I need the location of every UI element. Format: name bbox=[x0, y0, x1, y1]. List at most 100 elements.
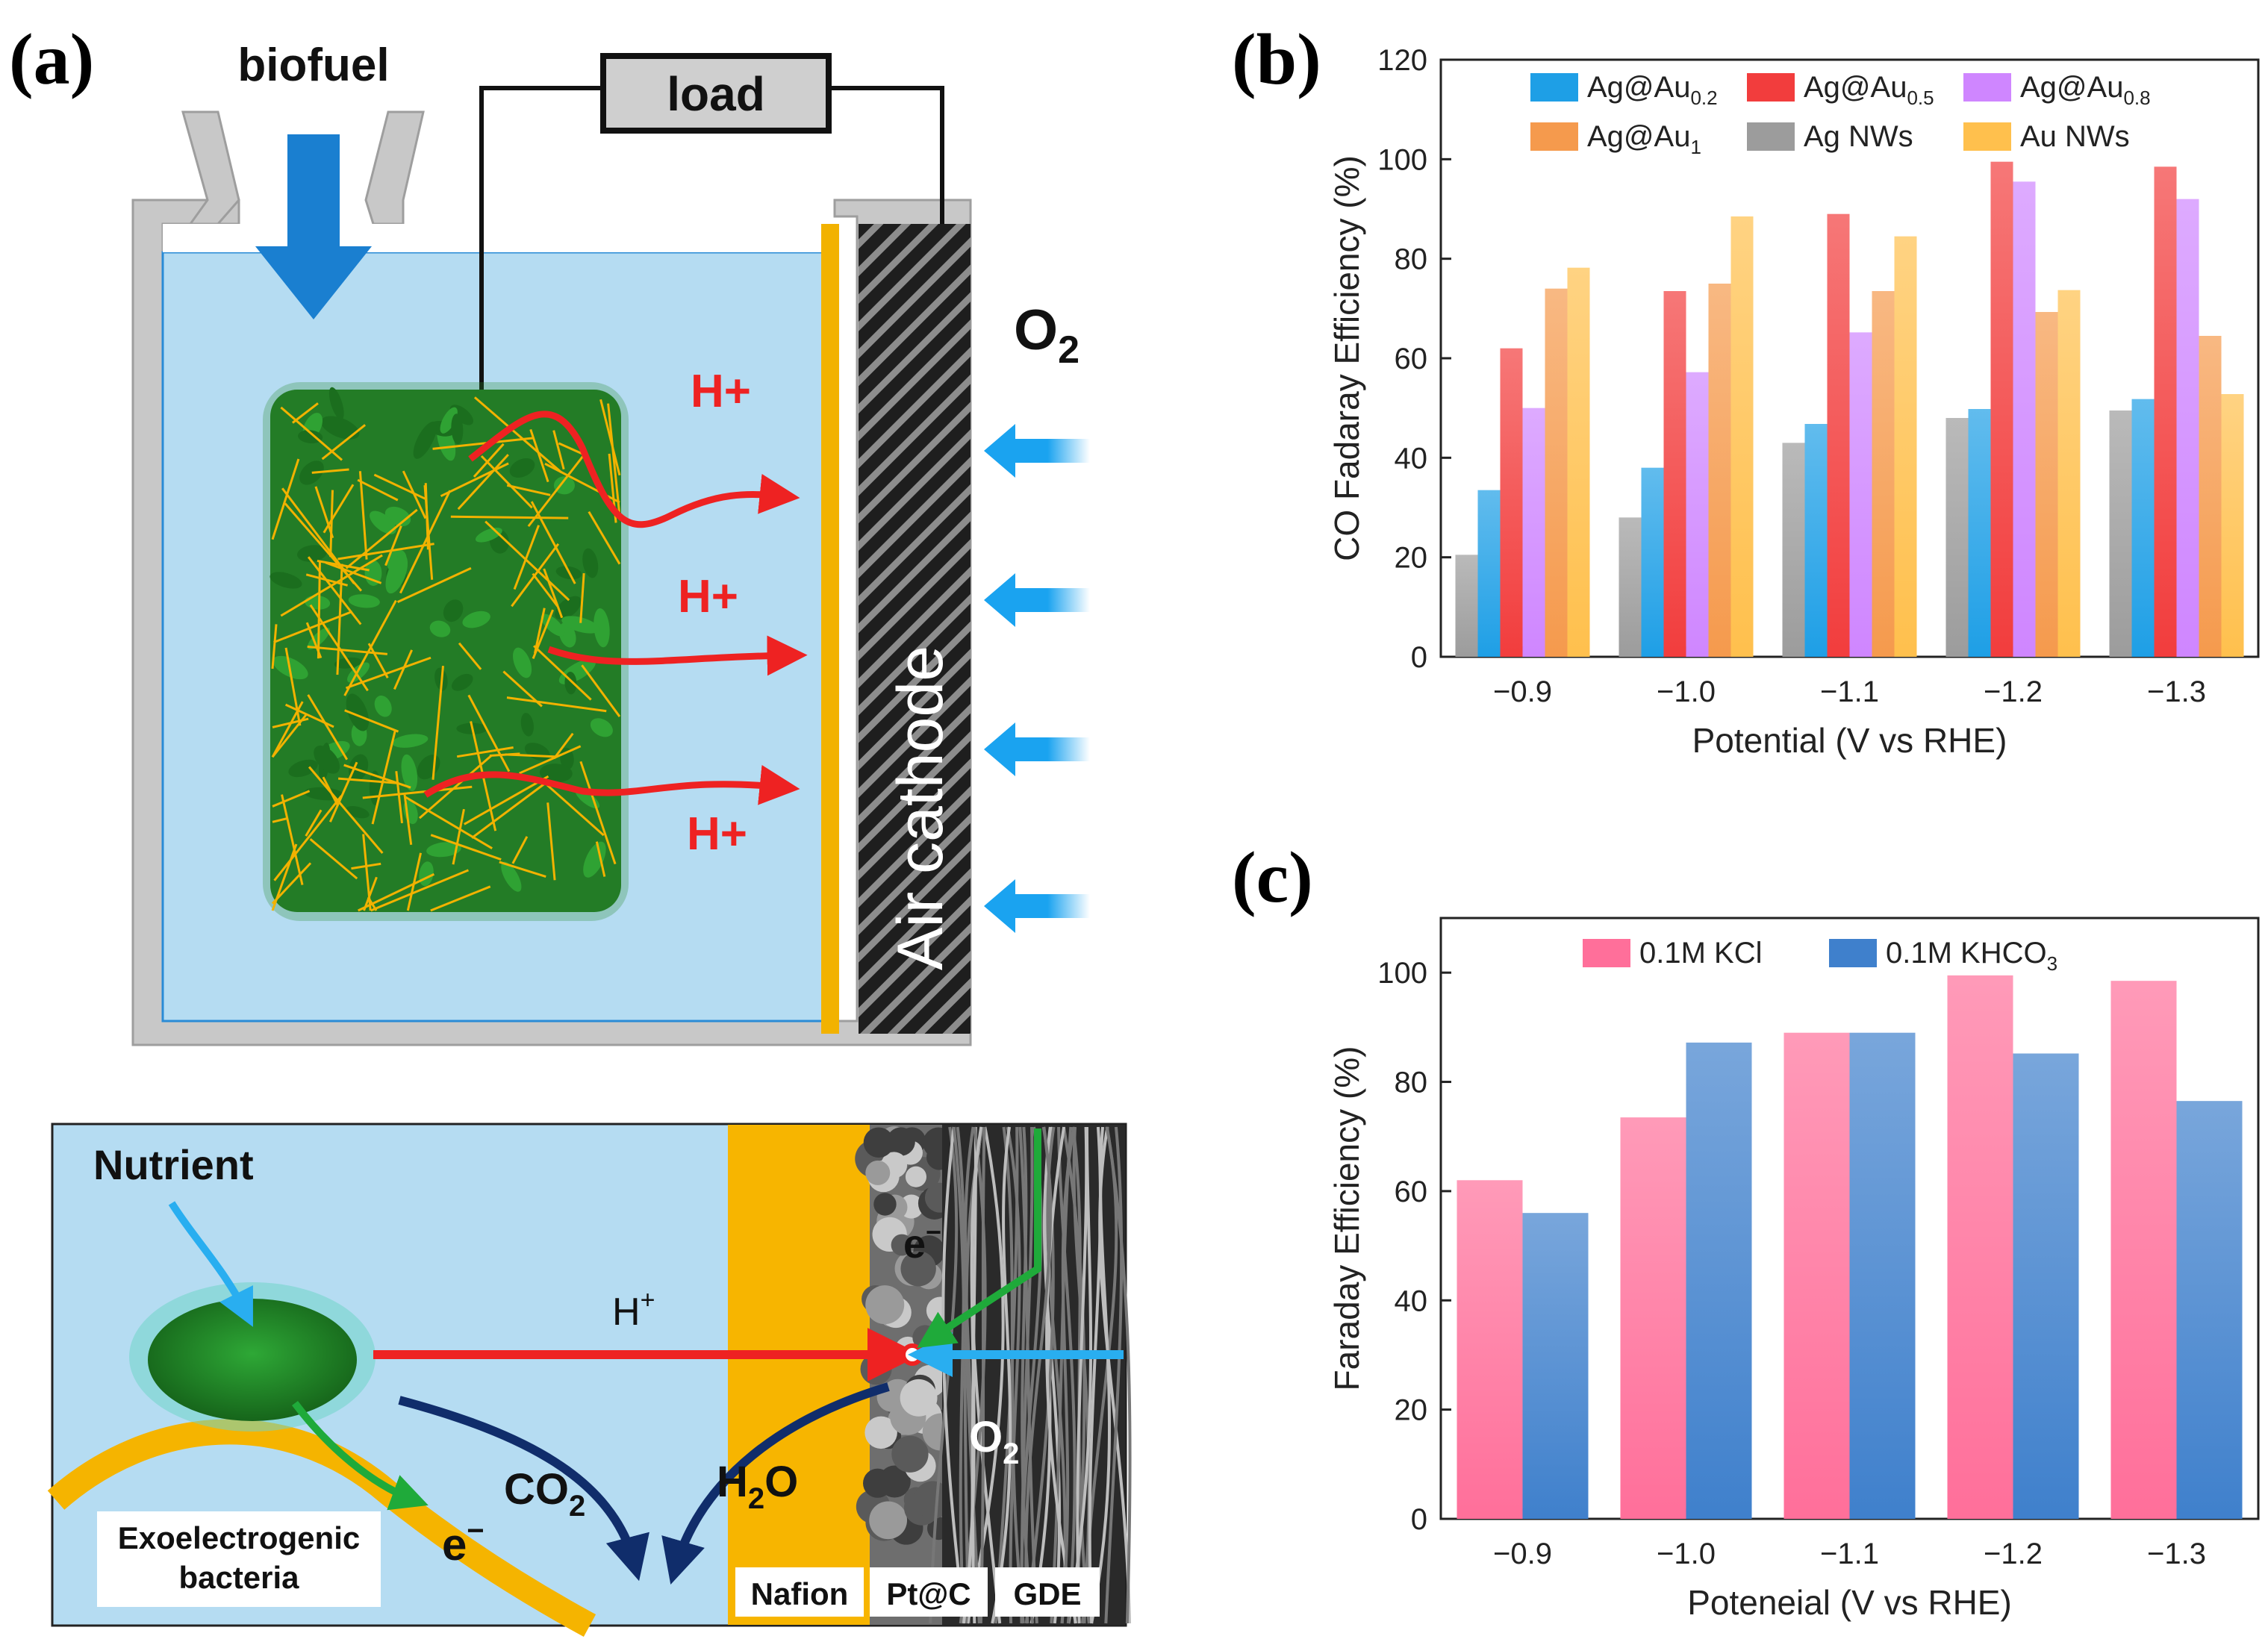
legend-swatch bbox=[1530, 122, 1578, 151]
x-tick-label: −1.3 bbox=[2147, 675, 2206, 708]
x-tick-label: −1.1 bbox=[1820, 675, 1879, 708]
h2o-arrow bbox=[661, 1382, 890, 1585]
nutrient-label: Nutrient bbox=[93, 1141, 254, 1188]
x-tick-label: −0.9 bbox=[1493, 1538, 1552, 1570]
electron-label-bacteria: e− bbox=[442, 1514, 485, 1570]
panel-c: (c) 0 20 40 60 80 100 −0.9 −1.0 −1.1 −1.2 −1.3 Pote… bbox=[1232, 837, 2260, 1622]
reaction-site bbox=[901, 1343, 923, 1366]
nutrient-arrow bbox=[168, 1201, 253, 1327]
x-tick-label: −1.1 bbox=[1820, 1538, 1879, 1570]
panel-b: (b) 0 20 40 60 80 100 120 −0.9 −1.0 −1.1 −1.2 −1.3 P… bbox=[1232, 19, 2260, 760]
panel-label-c: (c) bbox=[1232, 837, 1313, 918]
bar bbox=[1641, 467, 1664, 657]
bar bbox=[1894, 236, 1917, 658]
bar bbox=[1477, 490, 1501, 657]
x-axis-label: Potential (V vs RHE) bbox=[1692, 721, 2007, 760]
y-tick-label: 40 bbox=[1395, 442, 1428, 475]
legend-label: 0.1M KCl bbox=[1639, 937, 1763, 970]
o2-label: O2 bbox=[1014, 299, 1080, 372]
bacteria-label-box bbox=[97, 1511, 381, 1607]
bar bbox=[2013, 181, 2036, 658]
legend-swatch bbox=[1829, 939, 1877, 967]
bacteria-cell bbox=[129, 1282, 376, 1432]
bar bbox=[2176, 199, 2199, 658]
biofuel-arrow bbox=[255, 134, 372, 319]
bar bbox=[2013, 1053, 2079, 1519]
bar bbox=[1686, 1042, 1752, 1519]
layer-label-gde-box bbox=[995, 1567, 1100, 1617]
bar bbox=[2109, 410, 2132, 657]
electron-label-cathode: e− bbox=[903, 1217, 941, 1267]
y-tick-label: 0 bbox=[1411, 1503, 1427, 1536]
bar bbox=[2035, 312, 2058, 657]
layer-label-nafion-box bbox=[735, 1567, 864, 1617]
y-axis-label: CO Fadaray Efficiency (%) bbox=[1327, 155, 1366, 561]
h-plus-arrow-2 bbox=[547, 635, 808, 676]
nafion-layer bbox=[728, 1125, 877, 1625]
h-plus-bottom-label: H+ bbox=[612, 1286, 655, 1334]
h-plus-label-1: H+ bbox=[691, 366, 751, 417]
layer-label-ptc-box bbox=[870, 1567, 988, 1617]
x-tick-label: −1.0 bbox=[1657, 675, 1716, 708]
bar bbox=[2131, 399, 2155, 657]
panel-label-a: (a) bbox=[9, 19, 94, 100]
o2-bottom-label: O2 bbox=[969, 1413, 1019, 1470]
biofilm bbox=[263, 382, 629, 921]
air-cathode bbox=[859, 224, 971, 1034]
wire-left bbox=[479, 86, 603, 390]
h-plus-label-3: H+ bbox=[687, 808, 747, 860]
y-tick-label: 120 bbox=[1377, 44, 1427, 77]
y-tick-label: 80 bbox=[1395, 243, 1428, 276]
load-label: load bbox=[667, 67, 765, 121]
bar bbox=[1872, 291, 1895, 657]
y-tick-label: 40 bbox=[1395, 1284, 1428, 1317]
bar bbox=[1619, 517, 1642, 657]
bar bbox=[1500, 348, 1523, 657]
legend-label: Ag@Au1 bbox=[1587, 120, 1701, 158]
x-axis-label: Poteneial (V vs RHE) bbox=[1687, 1583, 2012, 1622]
legend-label: Au NWs bbox=[2020, 120, 2130, 153]
membrane bbox=[821, 224, 839, 1034]
bar bbox=[1945, 418, 1969, 657]
air-cathode-label: Air cathode bbox=[885, 646, 956, 970]
y-tick-label: 20 bbox=[1395, 542, 1428, 575]
legend-swatch bbox=[1583, 939, 1630, 967]
bar bbox=[2154, 166, 2177, 658]
bar bbox=[1849, 1032, 1916, 1519]
bar bbox=[2176, 1101, 2243, 1519]
bar bbox=[2221, 394, 2244, 657]
bar bbox=[1782, 443, 1805, 657]
layer-label-ptc: Pt@C bbox=[886, 1576, 971, 1611]
layer-label-nafion: Nafion bbox=[751, 1576, 849, 1611]
bar bbox=[1990, 161, 2013, 657]
legend-swatch bbox=[1530, 73, 1578, 102]
wire-right bbox=[829, 86, 944, 224]
x-tick-label: −1.2 bbox=[1984, 1538, 2043, 1570]
y-tick-label: 80 bbox=[1395, 1067, 1428, 1099]
bar bbox=[1455, 555, 1478, 657]
h-plus-arrow-3 bbox=[423, 764, 800, 805]
bar bbox=[1968, 409, 1991, 657]
y-tick-label: 100 bbox=[1377, 143, 1427, 176]
legend-label: 0.1M KHCO3 bbox=[1886, 937, 2057, 975]
legend-swatch bbox=[1747, 73, 1795, 102]
legend-swatch bbox=[1747, 122, 1795, 151]
bar bbox=[1708, 284, 1731, 657]
bar bbox=[2057, 290, 2081, 657]
panel-a-bottom-diagram: Nutrient H+ e− CO2 H2O O2 e− Exoelectrog… bbox=[47, 1123, 1132, 1637]
chart-c: 0 20 40 60 80 100 −0.9 −1.0 −1.1 −1.2 −1.3 Poteneia… bbox=[1327, 917, 2260, 1622]
load-box bbox=[600, 53, 832, 134]
bar bbox=[1567, 267, 1590, 658]
electron-arrow-cathode bbox=[917, 1129, 1041, 1348]
bacteria-label-line2: bacteria bbox=[178, 1560, 299, 1595]
bar bbox=[2110, 981, 2177, 1519]
bar bbox=[1457, 1180, 1523, 1519]
bar bbox=[1545, 288, 1568, 657]
oxygen-arrows bbox=[984, 424, 1090, 933]
bar bbox=[1620, 1117, 1686, 1519]
layer-label-gde: GDE bbox=[1013, 1576, 1081, 1611]
bar bbox=[1663, 291, 1686, 657]
legend-label: Ag@Au0.8 bbox=[2020, 71, 2151, 109]
bar bbox=[1849, 332, 1872, 657]
